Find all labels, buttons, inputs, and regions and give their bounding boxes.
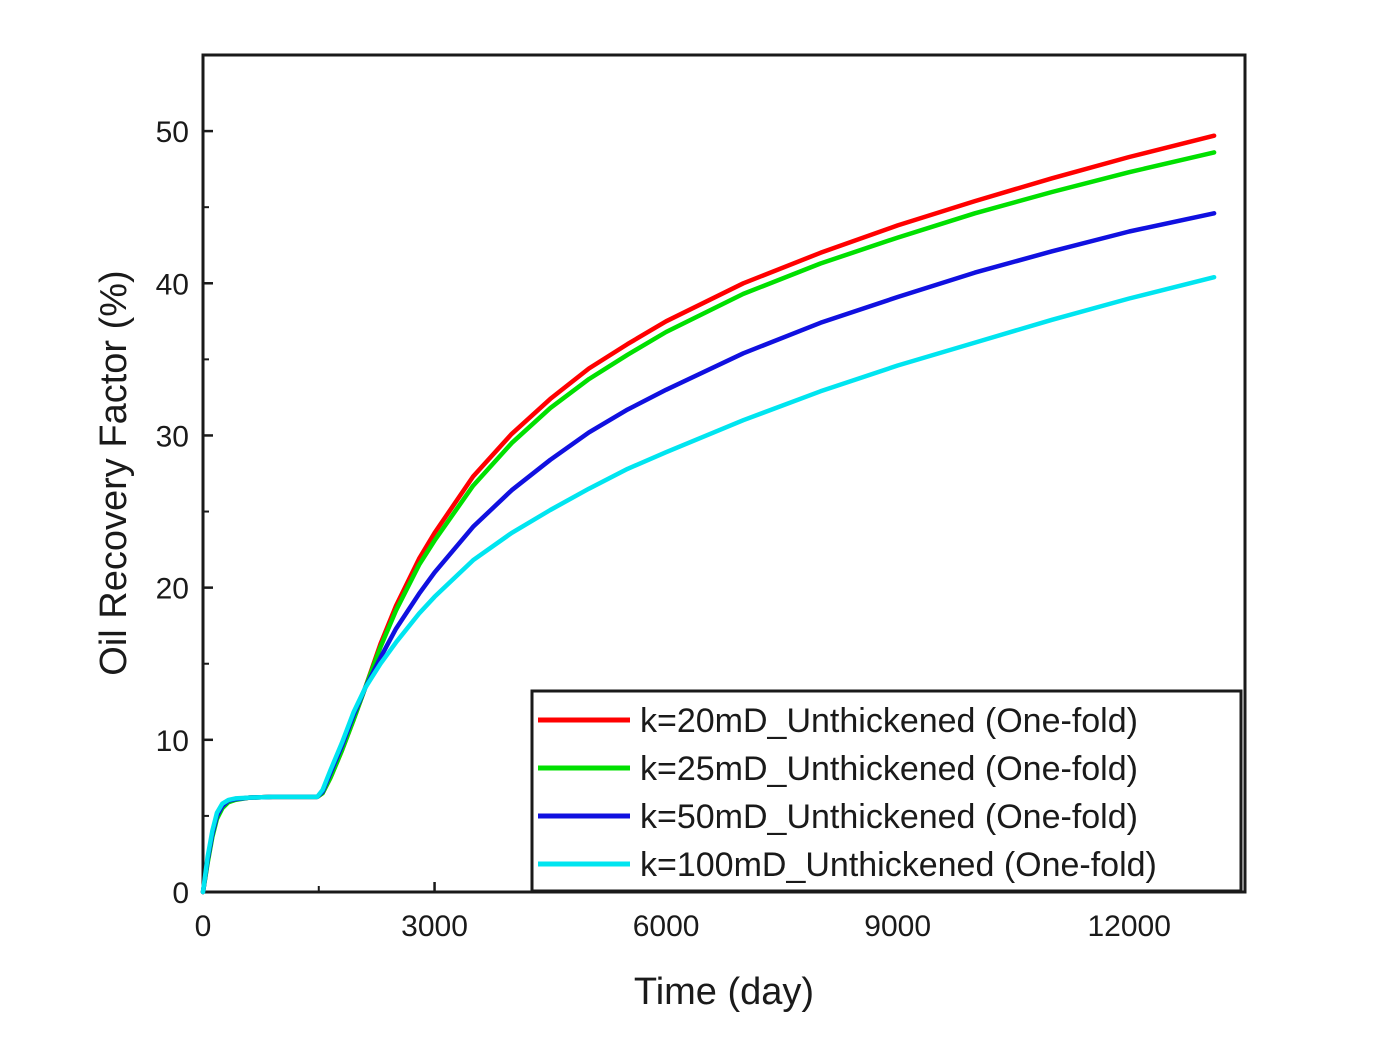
legend-box bbox=[530, 689, 1243, 893]
x-tick-label: 6000 bbox=[633, 910, 700, 943]
y-tick-label: 20 bbox=[156, 573, 189, 606]
legend-label: k=25mD_Unthickened (One-fold) bbox=[640, 750, 1138, 788]
x-tick-label: 9000 bbox=[864, 910, 931, 943]
legend-label: k=100mD_Unthickened (One-fold) bbox=[640, 846, 1157, 884]
axis-ticks: 0 3000 6000 9000 12000 0 10 20 30 40 50 bbox=[156, 116, 1171, 943]
legend-items: k=20mD_Unthickened (One-fold) k=25mD_Unth… bbox=[538, 702, 1157, 884]
y-tick-label: 10 bbox=[156, 725, 189, 758]
x-axis-title: Time (day) bbox=[634, 971, 814, 1013]
x-tick-label: 0 bbox=[195, 910, 212, 943]
y-tick-label: 40 bbox=[156, 268, 189, 301]
y-tick-label: 50 bbox=[156, 116, 189, 149]
legend: k=20mD_Unthickened (One-fold) k=25mD_Unth… bbox=[530, 689, 1243, 893]
legend-label: k=50mD_Unthickened (One-fold) bbox=[640, 798, 1138, 836]
legend-label: k=20mD_Unthickened (One-fold) bbox=[640, 702, 1138, 740]
y-axis-title: Oil Recovery Factor (%) bbox=[93, 270, 135, 675]
y-tick-label: 30 bbox=[156, 420, 189, 453]
y-tick-label: 0 bbox=[172, 877, 189, 910]
x-tick-label: 3000 bbox=[401, 910, 468, 943]
series-lines bbox=[200, 133, 1217, 895]
series-line-4 bbox=[200, 274, 1217, 895]
x-tick-label: 12000 bbox=[1088, 910, 1171, 943]
